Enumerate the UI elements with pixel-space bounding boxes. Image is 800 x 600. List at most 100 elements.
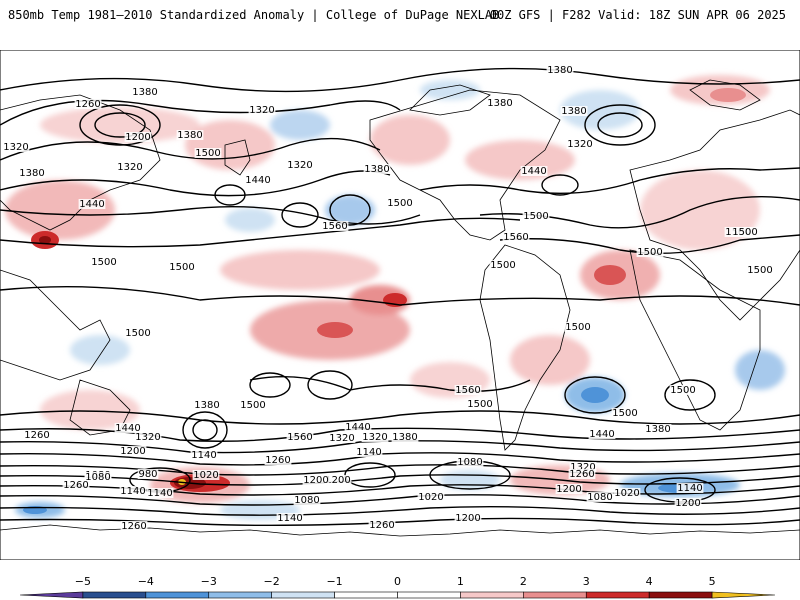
contour-label: 1440 — [521, 166, 546, 177]
contour-label-bg — [636, 247, 664, 257]
height-contours — [0, 67, 800, 527]
colorbar-segment — [711, 591, 776, 599]
contour-label: 1080 — [85, 472, 110, 483]
contour-label-bg — [134, 432, 162, 442]
contour-label: 1500 — [732, 227, 757, 238]
contour-label-bg — [355, 447, 383, 457]
contour-label: 1380 — [364, 164, 389, 175]
contour-label-bg — [566, 139, 594, 149]
contour-label-bg — [244, 175, 272, 185]
contour-label: 1320 — [287, 160, 312, 171]
contour-label-bg — [84, 472, 112, 482]
contour-label: 1140 — [356, 447, 381, 458]
contour-label: 1500 — [240, 400, 265, 411]
contour-label: 1200 — [120, 446, 145, 457]
contour-label-bg — [119, 446, 147, 456]
contour-label: 1500 — [91, 257, 116, 268]
contour-label-bg — [560, 106, 588, 116]
contour-label-bg — [454, 385, 482, 395]
colorbar-tick-label: −2 — [264, 575, 280, 588]
contour-label: 1380 — [561, 106, 586, 117]
contour-label: 1320 — [570, 462, 595, 473]
contour-label-bg — [669, 385, 697, 395]
contour-label-bg — [588, 429, 616, 439]
contour-label: 1320 — [362, 432, 387, 443]
contour-label: 1080 — [457, 457, 482, 468]
contour-label: 1260 — [569, 469, 594, 480]
contour-label: 1140 — [147, 488, 172, 499]
contour-label: 1380 — [487, 98, 512, 109]
colorbar-segment — [585, 591, 650, 599]
contour-label: 1500 — [195, 148, 220, 159]
contour-label: 1140 — [191, 450, 216, 461]
contour-label: 1440 — [79, 199, 104, 210]
contour-label-bg — [286, 160, 314, 170]
colorbar-tick-label: 5 — [709, 575, 716, 588]
contour-label: 1440 — [115, 423, 140, 434]
contour-label-bg — [569, 462, 597, 472]
contour-label: 1260 — [63, 480, 88, 491]
contour-label: 1260 — [265, 455, 290, 466]
contour-label: 1500 — [467, 399, 492, 410]
contour-label-bg — [190, 450, 218, 460]
colorbar-tick-label: 2 — [520, 575, 527, 588]
contour-label-bg — [361, 432, 389, 442]
contour-label: 1380 — [132, 87, 157, 98]
contour-label-bg — [286, 432, 314, 442]
contour-label-bg — [146, 488, 174, 498]
contour-label-bg — [168, 262, 196, 272]
colorbar-segment — [523, 591, 587, 599]
contour-label: 1260 — [369, 520, 394, 531]
contour-label: 1080 — [587, 492, 612, 503]
colorbar-segment — [334, 591, 398, 599]
contour-label-bg — [522, 211, 550, 221]
contour-label: 1020 — [193, 470, 218, 481]
colorbar-tick-label: 0 — [394, 575, 401, 588]
map-title: 850mb Temp 1981–2010 Standardized Anomal… — [8, 8, 500, 22]
contour-label-bg — [302, 475, 330, 485]
contour-label: 1380 — [19, 168, 44, 179]
contour-label-bg — [90, 257, 118, 267]
contour-label: 1140 — [677, 483, 702, 494]
contour-label-bg — [62, 480, 90, 490]
contour-label-bg — [363, 164, 391, 174]
contour-label: 1020 — [614, 488, 639, 499]
contour-label-bg — [78, 199, 106, 209]
colorbar-labels: −5 −4 −3 −2 −1 0 1 2 3 4 5 — [75, 575, 716, 588]
contour-label: 1560 — [322, 221, 347, 232]
contour-label-bg — [74, 99, 102, 109]
contour-label: 1260 — [75, 99, 100, 110]
contour-label-bg — [417, 492, 445, 502]
contour-label-bg — [321, 221, 349, 231]
contour-label-bg — [564, 322, 592, 332]
contour-label-bg — [674, 498, 702, 508]
contour-label: 980 — [138, 469, 157, 480]
contour-label-bg — [391, 432, 419, 442]
contour-label-bg — [489, 260, 517, 270]
contour-label-bg — [248, 105, 276, 115]
contour-label-bg — [555, 484, 583, 494]
colorbar-segment — [145, 591, 210, 599]
contour-label: 1200 — [556, 484, 581, 495]
contour-label: 1500 — [387, 198, 412, 209]
colorbar-tick-label: 4 — [646, 575, 653, 588]
colorbar-tick-label: −4 — [138, 575, 154, 588]
contour-label: 1320 — [117, 162, 142, 173]
contour-label: 1500 — [612, 408, 637, 419]
colorbar-segment — [460, 591, 524, 599]
contour-label: 1560 — [503, 232, 528, 243]
header: 850mb Temp 1981–2010 Standardized Anomal… — [0, 0, 800, 30]
contour-label: 1500 — [637, 247, 662, 258]
colorbar-segment — [82, 591, 147, 599]
contour-label: 1140 — [120, 486, 145, 497]
contour-label: 1500 — [747, 265, 772, 276]
contour-label-bg — [586, 492, 614, 502]
contour-label: 1560 — [455, 385, 480, 396]
contour-label-bg — [114, 423, 142, 433]
contour-label: 1200 — [455, 513, 480, 524]
contour-label-bg — [137, 469, 159, 479]
contour-label: 1380 — [392, 432, 417, 443]
contour-label-bg — [368, 520, 396, 530]
contour-label-bg — [131, 87, 159, 97]
